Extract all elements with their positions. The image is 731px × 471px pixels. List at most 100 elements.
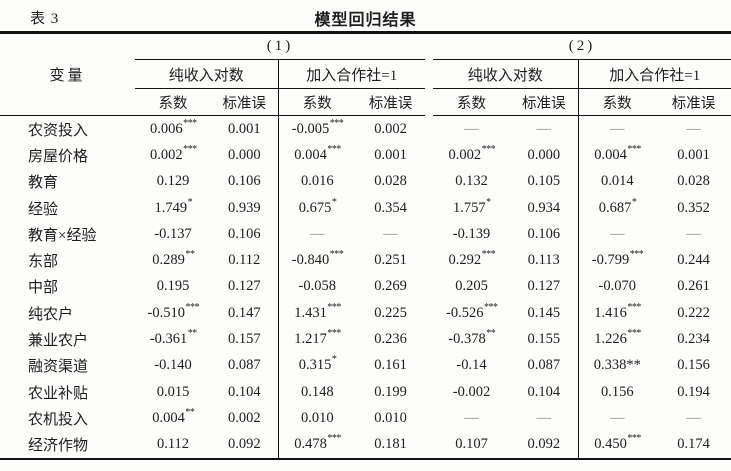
coefficient-cell: 0.107 (455, 436, 488, 453)
coefficient-cell: -0.14 (456, 357, 487, 374)
variable-name: 中部 (28, 280, 59, 297)
model-number-row: 变量 (1) (2) (0, 32, 731, 116)
significance-stars: ** (626, 357, 641, 374)
stderr-cell: 0.106 (227, 225, 261, 242)
coefficient-cell: 0.675* (277, 194, 356, 222)
stderr-cell: 0.001 (677, 146, 710, 163)
table-row: 纯农户 -0.510*** 0.147 1.431*** 0.225 -0.526*** 0… (0, 300, 731, 327)
stderr-cell: 0.156 (677, 357, 710, 374)
significance-stars: *** (183, 144, 197, 156)
group-gap (425, 300, 433, 326)
stderr-cell: — (686, 120, 701, 137)
stderr-cell: 0.161 (374, 357, 407, 374)
significance-stars: *** (481, 144, 496, 156)
significance-stars: * (187, 196, 193, 208)
stderr-header: 标准误 (656, 88, 731, 116)
significance-stars: *** (327, 301, 341, 313)
stderr-cell: 0.104 (527, 383, 561, 400)
dependent-variable-row: 纯收入对数 加入合作社=1 纯收入对数 加入合作社=1 (0, 59, 731, 89)
significance-stars: *** (627, 328, 641, 340)
stderr-cell: — (686, 225, 701, 242)
stderr-cell: — (536, 409, 552, 426)
coefficient-cell: 0.478*** (277, 431, 356, 459)
coefficient-cell: 1.217*** (277, 326, 356, 353)
stderr-cell: 0.001 (374, 146, 407, 163)
stderr-cell: 0.104 (227, 383, 261, 400)
coefficient-cell: -0.005*** (277, 115, 356, 143)
coefficient-cell: — (577, 221, 656, 248)
coefficient-cell: 0.015 (156, 383, 190, 400)
coefficient-cell: -0.137 (154, 225, 192, 242)
coefficient-cell: 0.289** (152, 249, 195, 269)
table-row: 经验 1.749* 0.939 0.675* 0.354 1.757* 0.934 0.687… (0, 194, 731, 222)
significance-stars: ** (486, 328, 496, 340)
statistic-header-row: 系数 标准误 系数 标准误 系数 标准误 系数 标准误 (0, 88, 731, 116)
stderr-cell: 0.225 (374, 304, 407, 321)
group-gap (425, 116, 433, 143)
stderr-header: 标准误 (356, 88, 425, 116)
stderr-cell: 0.127 (227, 278, 261, 295)
significance-stars: ** (187, 328, 198, 340)
group-gap (425, 33, 433, 116)
variable-column-header: 变量 (0, 32, 135, 116)
coefficient-cell: -0.139 (452, 225, 491, 242)
stderr-cell: 0.251 (374, 252, 407, 269)
significance-stars: *** (329, 117, 344, 129)
stderr-cell: 0.127 (527, 278, 561, 295)
table-row: 农资投入 0.006*** 0.001 -0.005*** 0.002 — — — — (0, 115, 731, 143)
coefficient-cell: — (464, 409, 479, 426)
coefficient-cell: -0.002 (452, 383, 491, 400)
table-row: 融资渠道 -0.140 0.087 0.315* 0.161 -0.14 0.087 0.33… (0, 352, 731, 379)
significance-stars: * (631, 196, 637, 208)
model-1-header: (1) (135, 32, 425, 60)
coefficient-cell: 0.195 (156, 278, 190, 295)
coefficient-header: 系数 (135, 88, 211, 116)
coefficient-cell: -0.526*** (446, 301, 498, 321)
stderr-cell: 0.352 (677, 199, 710, 216)
stderr-cell: 0.092 (227, 436, 261, 453)
stderr-cell: 0.174 (677, 436, 710, 453)
significance-stars: *** (481, 249, 496, 261)
stderr-cell: 0.002 (227, 409, 261, 426)
stderr-cell: 0.354 (374, 199, 407, 216)
coefficient-cell: -0.840*** (277, 247, 356, 274)
stderr-cell: 0.145 (527, 304, 561, 321)
table-row: 教育×经验 -0.137 0.106 — — -0.139 0.106 — — (0, 221, 731, 248)
variable-name: 纯农户 (28, 306, 74, 323)
significance-stars: *** (185, 301, 199, 313)
stderr-cell: 0.155 (527, 331, 561, 348)
coefficient-cell: 0.315* (277, 352, 356, 379)
variable-name: 房屋价格 (28, 148, 89, 165)
significance-stars: *** (183, 117, 197, 129)
group-gap (425, 274, 433, 300)
stderr-cell: 0.113 (527, 252, 560, 269)
stderr-cell: 0.112 (228, 252, 261, 269)
coefficient-header: 系数 (277, 88, 356, 116)
stderr-cell: 0.106 (227, 173, 261, 190)
stderr-cell: 0.157 (227, 331, 261, 348)
significance-stars: *** (627, 144, 641, 156)
coefficient-cell: -0.140 (154, 357, 192, 374)
stderr-cell: 0.147 (227, 304, 261, 321)
coefficient-cell: 0.132 (455, 173, 488, 190)
coefficient-cell: 1.749* (154, 196, 193, 216)
significance-stars: ** (185, 249, 195, 261)
variable-name: 经验 (28, 201, 59, 218)
table-row: 房屋价格 0.002*** 0.000 0.004*** 0.001 0.002*** 0.… (0, 142, 731, 169)
stderr-cell: 0.087 (227, 357, 261, 374)
stderr-cell: 0.010 (374, 409, 407, 426)
table-row: 兼业农户 -0.361** 0.157 1.217*** 0.236 -0.378** 0.… (0, 326, 731, 353)
table-header: 变量 (1) (2) 纯收入对数 加入合作社=1 纯收入对数 加入合作社=1 系… (0, 32, 731, 116)
variable-name: 教育×经验 (28, 227, 97, 244)
group-gap (425, 405, 433, 431)
variable-name: 经济作物 (28, 438, 89, 455)
coefficient-cell: -0.070 (577, 273, 656, 301)
coefficient-cell: 0.148 (277, 378, 356, 406)
significance-stars: ** (185, 407, 195, 419)
table-row: 中部 0.195 0.127 -0.058 0.269 0.205 0.127 -0.070 0… (0, 273, 731, 301)
variable-name: 融资渠道 (28, 359, 89, 376)
coefficient-cell: 0.002*** (149, 144, 197, 163)
stderr-cell: 0.092 (527, 436, 561, 453)
stderr-cell: — (383, 225, 398, 242)
